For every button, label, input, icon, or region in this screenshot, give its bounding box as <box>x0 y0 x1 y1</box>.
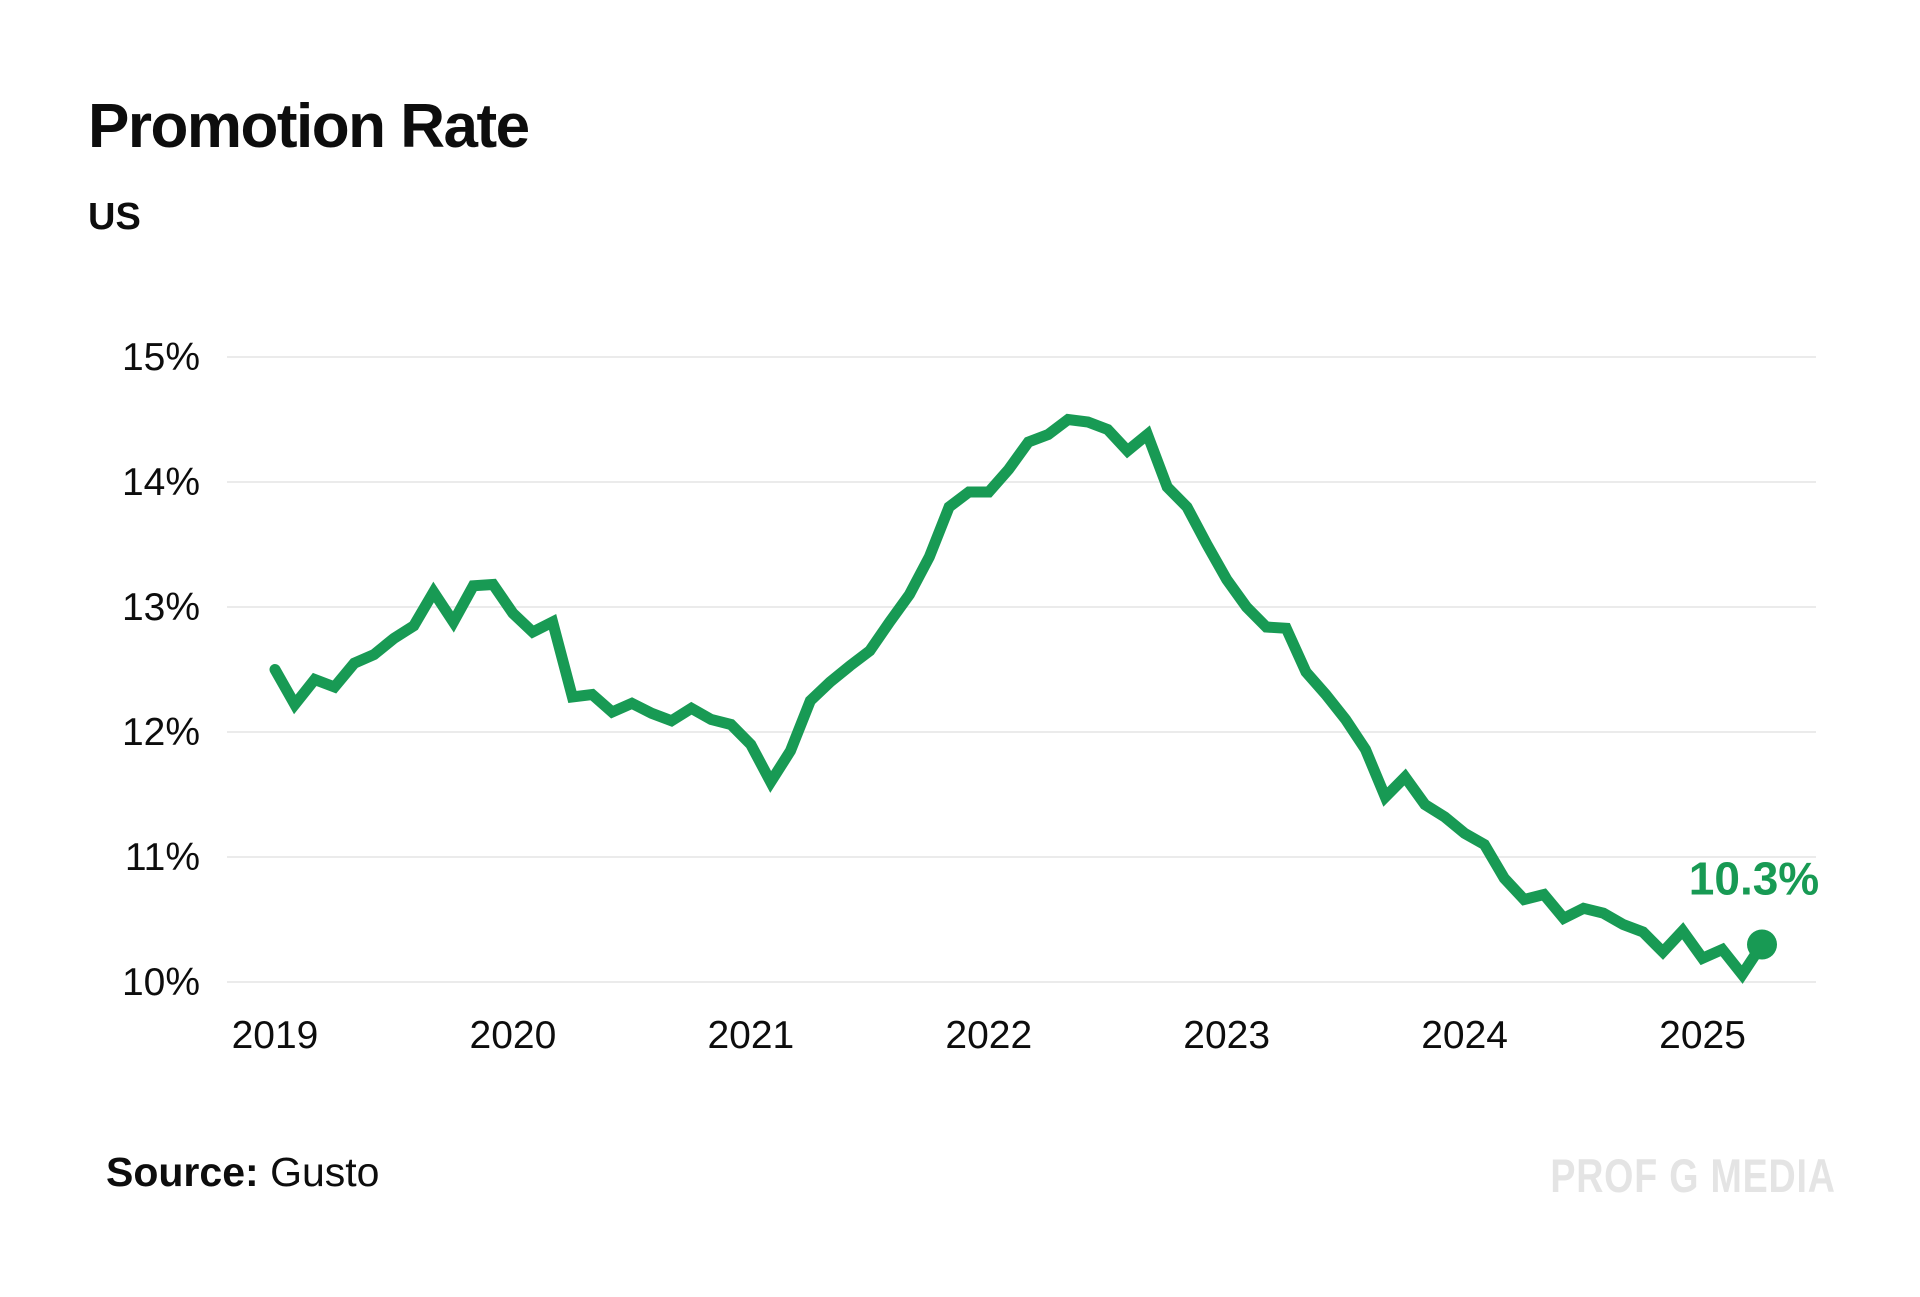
y-axis-label: 10% <box>122 961 200 1004</box>
watermark: PROF G MEDIA <box>1550 1149 1836 1202</box>
latest-value-label: 10.3% <box>1689 853 1819 905</box>
page-title: Promotion Rate <box>88 92 530 161</box>
source-note: Source: Gusto <box>106 1152 379 1193</box>
source-value: Gusto <box>270 1149 380 1195</box>
latest-point-marker <box>1747 929 1777 960</box>
promotion-rate-line <box>269 413 1768 984</box>
x-axis-label: 2023 <box>1183 1014 1270 1057</box>
y-axis-label: 12% <box>122 711 200 754</box>
y-axis-label: 13% <box>122 586 200 629</box>
y-axis-label: 14% <box>122 461 200 504</box>
y-axis-label: 15% <box>122 336 200 379</box>
x-axis-label: 2024 <box>1421 1014 1508 1057</box>
page-subtitle: US <box>88 196 141 238</box>
x-axis-label: 2025 <box>1659 1014 1746 1057</box>
source-label: Source: <box>106 1149 259 1195</box>
y-axis-label: 11% <box>125 836 200 879</box>
x-axis-label: 2022 <box>945 1014 1032 1057</box>
x-axis-label: 2021 <box>707 1014 794 1057</box>
x-axis-label: 2020 <box>470 1014 557 1057</box>
x-axis-label: 2019 <box>232 1014 319 1057</box>
